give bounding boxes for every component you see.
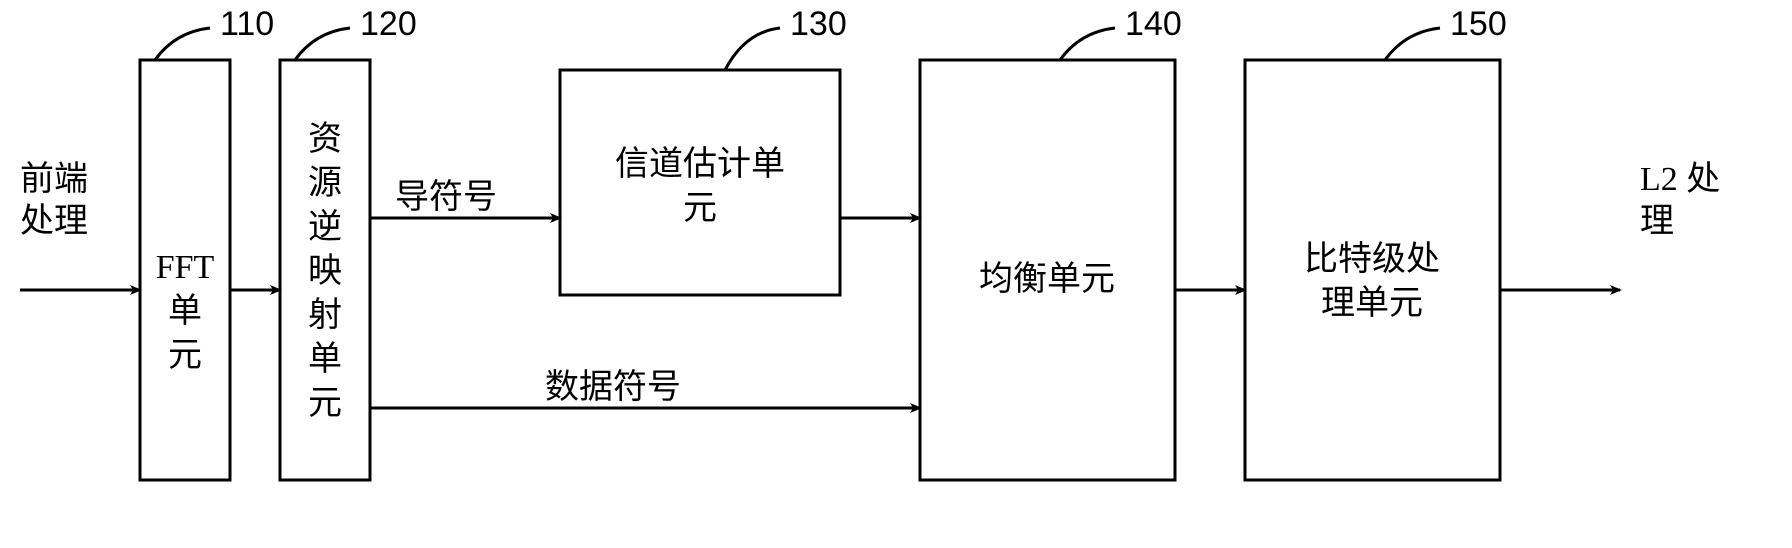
ref-number-b150: 150 [1450,5,1507,43]
svg-text:比特级处: 比特级处 [1304,240,1440,278]
svg-text:资: 资 [308,121,342,158]
output-label: 理 [1640,203,1674,240]
arrow-demap-eq-label: 数据符号 [545,368,681,406]
input-label: 前端 [20,160,88,198]
svg-text:均衡单元: 均衡单元 [979,260,1115,298]
leader-b150 [1385,28,1440,60]
input-label: 处理 [20,203,88,240]
ref-number-b140: 140 [1125,5,1182,43]
block-label: 资源逆映射单元 [308,121,342,422]
leader-b140 [1060,28,1115,60]
ref-number-b120: 120 [360,5,417,43]
leader-b120 [295,28,350,60]
svg-text:源: 源 [308,165,342,202]
svg-text:元: 元 [308,385,342,422]
svg-text:单: 单 [308,341,342,378]
leader-b130 [725,28,780,70]
svg-text:FFT: FFT [156,249,215,286]
svg-text:单: 单 [168,293,202,330]
block-diagram: FFT单元资源逆映射单元信道估计单元均衡单元比特级处理单元11012013014… [0,0,1792,548]
leader-b110 [155,28,210,60]
block-label: FFT 单元 [156,249,215,374]
svg-text:映: 映 [308,253,342,290]
block-label-b130: 信道估计单元 [615,145,785,227]
svg-text:元: 元 [168,337,202,374]
svg-text:射: 射 [308,296,342,334]
arrow-demap-ce-label: 导符号 [395,178,497,216]
block-label-b150: 比特级处理单元 [1304,240,1440,322]
svg-text:元: 元 [683,190,717,227]
ref-number-b110: 110 [220,5,274,43]
ref-number-b130: 130 [790,5,847,43]
output-label: L2 处 [1640,161,1720,198]
block-label-b140: 均衡单元 [979,260,1115,298]
svg-text:逆: 逆 [308,208,342,246]
svg-text:理单元: 理单元 [1321,285,1423,322]
svg-text:信道估计单: 信道估计单 [615,145,785,183]
